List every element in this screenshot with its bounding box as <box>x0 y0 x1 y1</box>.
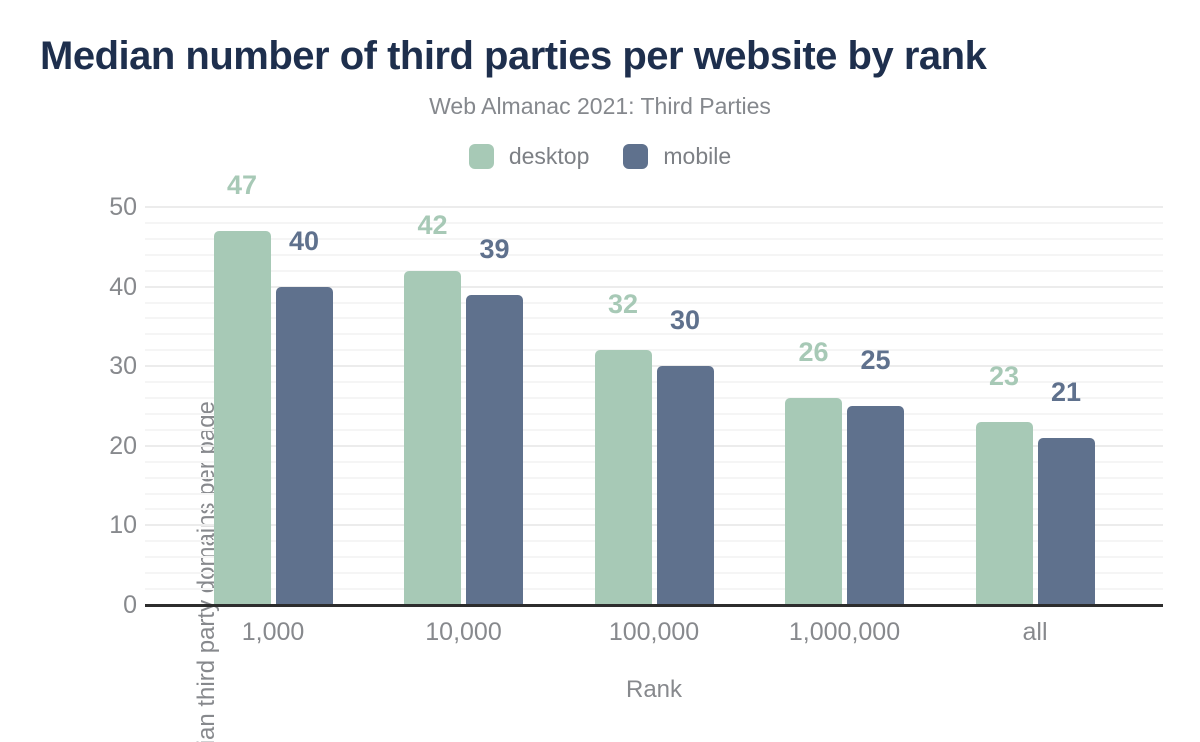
x-tick-label-1,000: 1,000 <box>241 618 305 646</box>
y-tick-label: 10 <box>109 511 137 540</box>
gridline-minor <box>145 253 1163 256</box>
legend-item-desktop: desktop <box>468 143 590 170</box>
gridline-minor <box>145 556 1163 559</box>
y-tick-label: 50 <box>109 193 137 221</box>
gridline-major <box>145 365 1163 368</box>
gridline-major <box>145 206 1163 208</box>
legend-swatch-mobile <box>623 144 649 169</box>
bar-mobile-all <box>1037 437 1095 605</box>
gridline-minor <box>145 412 1163 415</box>
gridline-major <box>145 285 1163 288</box>
bar-value-mobile-100,000: 30 <box>669 305 701 336</box>
x-tick-label-1,000,000: 1,000,000 <box>788 618 901 646</box>
legend-swatch-desktop <box>468 144 494 169</box>
bar-value-desktop-100,000: 32 <box>607 289 639 320</box>
bar-mobile-1,000,000 <box>847 406 904 605</box>
x-axis-title: Rank <box>625 676 683 703</box>
legend-label: mobile <box>663 143 732 169</box>
y-tick-label: 30 <box>109 352 137 381</box>
x-tick-label-all: all <box>1022 618 1048 646</box>
legend-item-mobile: mobile <box>623 143 731 170</box>
bar-group-all: 23 21 <box>975 190 1095 605</box>
x-axis-line <box>145 604 1163 607</box>
y-tick-label: 20 <box>109 431 137 460</box>
bar-value-desktop-all: 23 <box>988 360 1020 391</box>
bar-group-10,000: 42 39 <box>404 190 523 605</box>
y-tick-label: 40 <box>109 272 137 301</box>
bar-group-100,000: 32 30 <box>594 190 714 605</box>
gridline-minor <box>145 588 1163 591</box>
gridline-minor <box>145 221 1163 224</box>
bar-mobile-1,000 <box>275 286 333 605</box>
gridline-minor <box>145 428 1163 431</box>
bar-value-mobile-1,000: 40 <box>288 225 320 256</box>
bar-value-desktop-1,000,000: 26 <box>798 337 829 368</box>
gridline-major <box>145 524 1163 527</box>
gridline-minor <box>145 540 1163 543</box>
bar-desktop-10,000 <box>404 270 461 605</box>
gridline-minor <box>145 237 1163 240</box>
bar-value-mobile-all: 21 <box>1050 376 1082 407</box>
gridline-minor <box>145 508 1163 511</box>
bar-group-1,000,000: 26 25 <box>785 190 904 605</box>
bar-mobile-10,000 <box>466 294 523 605</box>
x-tick-label-10,000: 10,000 <box>425 618 502 646</box>
gridline-minor <box>145 269 1163 272</box>
chart-subtitle: Web Almanac 2021: Third Parties <box>429 93 771 119</box>
gridline-minor <box>145 492 1163 495</box>
gridline-minor <box>145 381 1163 384</box>
y-tick-label: 0 <box>123 591 137 619</box>
bar-value-desktop-1,000: 47 <box>226 169 258 200</box>
bar-group-1,000: 47 40 <box>213 171 333 605</box>
gridline-minor <box>145 333 1163 336</box>
chart-title: Median number of third parties per websi… <box>40 34 987 78</box>
bar-desktop-all <box>975 421 1033 605</box>
gridline-minor <box>145 460 1163 463</box>
gridline-minor <box>145 301 1163 304</box>
bar-desktop-1,000,000 <box>785 398 842 605</box>
bar-value-mobile-1,000,000: 25 <box>860 345 891 375</box>
gridline-minor <box>145 397 1163 400</box>
bar-desktop-1,000 <box>213 230 271 605</box>
bar-mobile-100,000 <box>656 366 714 605</box>
gridline-minor <box>145 572 1163 575</box>
gridline-minor <box>145 349 1163 352</box>
bar-value-mobile-10,000: 39 <box>479 233 510 264</box>
chart-legend: desktop mobile <box>0 143 1200 170</box>
gridline-minor <box>145 476 1163 479</box>
bar-desktop-100,000 <box>594 350 652 605</box>
x-tick-label-100,000: 100,000 <box>608 618 700 646</box>
legend-label: desktop <box>508 143 590 169</box>
gridline-minor <box>145 317 1163 320</box>
plot-area: Median third party domains per page 47 40… <box>145 171 1163 742</box>
gridline-major <box>145 444 1163 447</box>
bar-value-desktop-10,000: 42 <box>417 209 448 240</box>
